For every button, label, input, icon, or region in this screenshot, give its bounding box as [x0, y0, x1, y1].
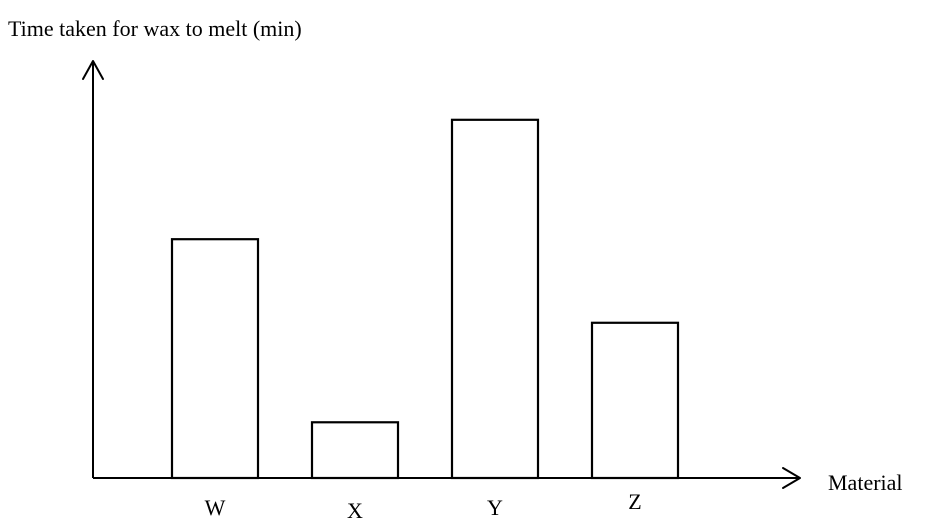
category-label-x: X — [347, 498, 363, 523]
category-labels-group: W X Y Z — [205, 489, 642, 523]
bar-x — [310, 421, 400, 480]
category-label-y: Y — [487, 495, 503, 520]
x-axis-label: Material — [828, 470, 903, 495]
bar-w — [170, 238, 260, 480]
bar-y — [450, 118, 540, 480]
y-axis-label: Time taken for wax to melt (min) — [8, 16, 302, 41]
x-axis-arrow — [782, 467, 801, 489]
category-label-z: Z — [628, 489, 641, 514]
bars-group — [170, 118, 680, 480]
bar-z — [590, 321, 680, 480]
y-axis-arrow — [82, 60, 104, 80]
category-label-w: W — [205, 495, 226, 520]
